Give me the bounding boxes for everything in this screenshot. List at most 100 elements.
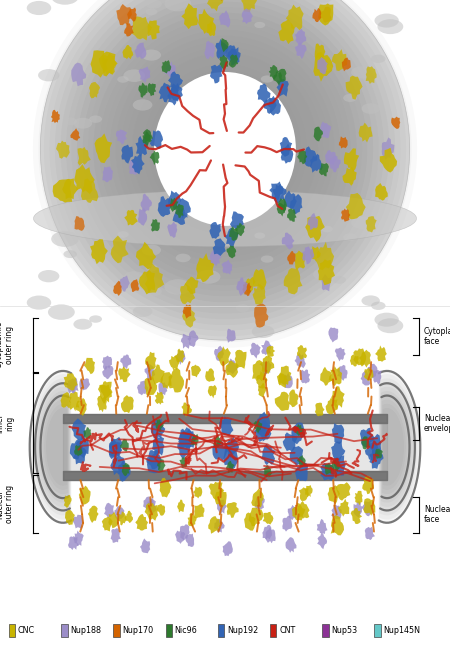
Polygon shape [182, 305, 196, 328]
Ellipse shape [343, 94, 357, 102]
Polygon shape [210, 250, 221, 266]
Polygon shape [109, 437, 123, 457]
Polygon shape [180, 283, 195, 305]
Polygon shape [132, 52, 318, 246]
Polygon shape [273, 71, 282, 85]
Polygon shape [350, 354, 359, 367]
Polygon shape [170, 83, 183, 101]
Polygon shape [204, 41, 215, 59]
Polygon shape [175, 530, 185, 544]
Polygon shape [295, 42, 306, 59]
Polygon shape [346, 75, 363, 100]
Polygon shape [180, 524, 189, 541]
Polygon shape [225, 360, 239, 378]
Polygon shape [365, 527, 375, 540]
Polygon shape [185, 534, 194, 547]
Polygon shape [317, 519, 328, 534]
Polygon shape [194, 504, 204, 518]
Polygon shape [88, 7, 362, 291]
Polygon shape [118, 367, 130, 382]
Polygon shape [76, 398, 87, 416]
Ellipse shape [154, 72, 296, 226]
Polygon shape [382, 404, 406, 490]
Ellipse shape [252, 325, 274, 338]
Ellipse shape [361, 103, 380, 114]
Polygon shape [64, 495, 72, 508]
Polygon shape [366, 216, 377, 232]
Polygon shape [250, 343, 261, 359]
Polygon shape [168, 368, 184, 393]
Polygon shape [72, 418, 86, 440]
Polygon shape [295, 28, 306, 45]
Ellipse shape [146, 265, 158, 271]
Polygon shape [158, 380, 167, 395]
Polygon shape [157, 504, 165, 516]
Polygon shape [287, 209, 297, 222]
Polygon shape [331, 386, 345, 409]
Polygon shape [170, 197, 179, 212]
Polygon shape [214, 346, 224, 361]
Polygon shape [145, 352, 157, 370]
Polygon shape [212, 440, 227, 461]
Polygon shape [344, 148, 359, 171]
Polygon shape [120, 439, 129, 451]
Polygon shape [318, 260, 335, 285]
Polygon shape [147, 83, 156, 96]
Polygon shape [110, 454, 126, 475]
Polygon shape [152, 364, 165, 385]
Polygon shape [287, 251, 296, 264]
Polygon shape [314, 126, 323, 142]
Polygon shape [320, 367, 333, 386]
Polygon shape [351, 508, 362, 524]
Polygon shape [181, 3, 198, 29]
Polygon shape [138, 208, 147, 226]
Text: Nup145N: Nup145N [383, 626, 420, 635]
Polygon shape [56, 140, 70, 159]
Polygon shape [68, 378, 78, 393]
Polygon shape [50, 0, 400, 331]
Polygon shape [146, 450, 161, 469]
Polygon shape [254, 496, 265, 510]
Polygon shape [73, 515, 84, 529]
Polygon shape [290, 194, 302, 214]
Polygon shape [219, 10, 230, 28]
Polygon shape [157, 459, 166, 472]
Polygon shape [290, 446, 303, 466]
Polygon shape [277, 365, 292, 385]
Polygon shape [121, 41, 329, 257]
Polygon shape [221, 260, 232, 275]
Ellipse shape [378, 19, 403, 34]
Polygon shape [73, 445, 86, 464]
Polygon shape [360, 370, 370, 385]
Text: CNC: CNC [18, 626, 35, 635]
Polygon shape [124, 23, 134, 36]
Polygon shape [295, 353, 306, 368]
Polygon shape [31, 374, 71, 520]
Polygon shape [160, 478, 171, 497]
Polygon shape [81, 179, 99, 203]
Polygon shape [326, 398, 338, 414]
Ellipse shape [321, 226, 333, 232]
Bar [166, 624, 172, 637]
Text: Inner
ring: Inner ring [0, 413, 14, 434]
Polygon shape [251, 489, 264, 508]
Polygon shape [127, 7, 137, 22]
Polygon shape [76, 436, 89, 459]
Ellipse shape [313, 0, 333, 3]
Polygon shape [44, 404, 68, 490]
Ellipse shape [63, 250, 77, 258]
Polygon shape [144, 503, 158, 521]
Polygon shape [253, 420, 262, 433]
Polygon shape [261, 361, 271, 375]
Ellipse shape [378, 318, 403, 333]
Polygon shape [131, 154, 144, 174]
Polygon shape [261, 340, 271, 355]
Polygon shape [316, 242, 334, 270]
Polygon shape [278, 373, 288, 388]
Polygon shape [320, 122, 331, 138]
Polygon shape [315, 402, 324, 416]
Polygon shape [380, 383, 415, 511]
Ellipse shape [51, 0, 79, 5]
Polygon shape [155, 392, 164, 404]
Polygon shape [294, 424, 303, 436]
